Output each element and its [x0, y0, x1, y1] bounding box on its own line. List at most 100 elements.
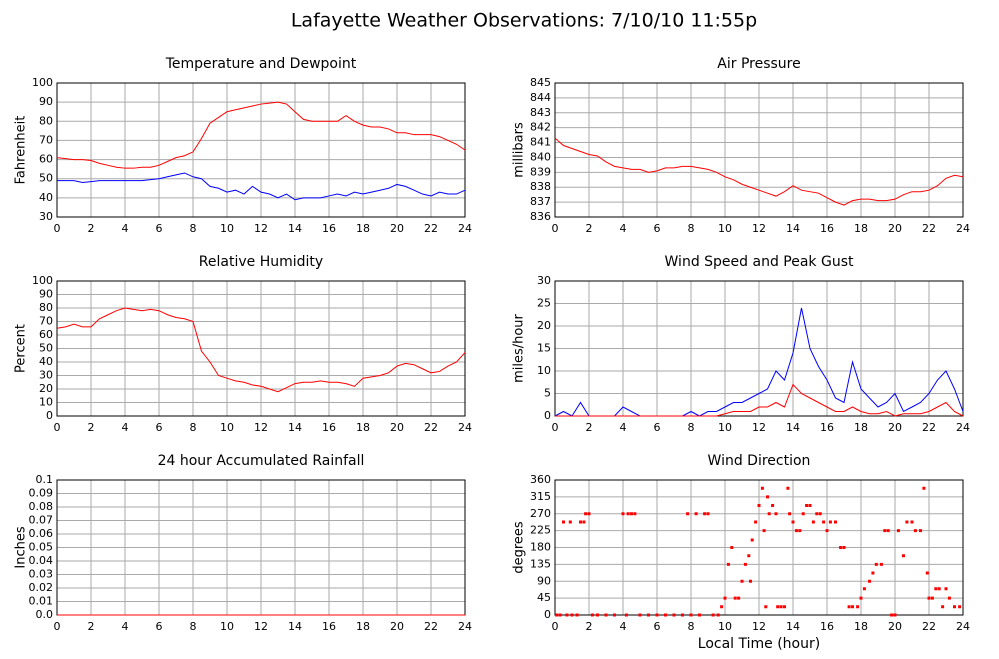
- data-point: [794, 529, 798, 533]
- x-tick-label: 6: [654, 620, 661, 633]
- y-tick-label: 135: [530, 557, 551, 570]
- x-tick-label: 20: [888, 222, 902, 235]
- data-point: [783, 605, 786, 609]
- data-point: [941, 605, 945, 609]
- x-tick-label: 2: [88, 222, 95, 235]
- x-tick-label: 6: [654, 222, 661, 235]
- x-tick-label: 24: [956, 421, 970, 434]
- data-line: [554, 137, 964, 206]
- y-tick-label: 360: [530, 473, 551, 486]
- y-tick-label: 70: [39, 133, 53, 146]
- data-point: [720, 605, 724, 609]
- data-point: [621, 512, 625, 516]
- data-point: [798, 529, 802, 533]
- x-tick-label: 16: [322, 421, 336, 434]
- x-tick-label: 12: [254, 421, 268, 434]
- y-tick-label: 270: [530, 507, 551, 520]
- data-point: [568, 520, 572, 524]
- y-tick-label: 25: [537, 297, 551, 310]
- x-tick-label: 22: [424, 222, 438, 235]
- data-point: [902, 554, 905, 558]
- data-point: [930, 596, 934, 600]
- x-tick-label: 6: [156, 222, 163, 235]
- y-tick-label: 840: [530, 150, 551, 163]
- x-tick-label: 10: [718, 222, 732, 235]
- x-tick-label: 14: [288, 421, 302, 434]
- y-tick-label: 20: [39, 382, 53, 395]
- data-point: [953, 605, 956, 609]
- x-tick-label: 0: [54, 421, 61, 434]
- data-point: [774, 512, 778, 516]
- y-tick-label: 0: [544, 608, 551, 621]
- panel-title: 24 hour Accumulated Rainfall: [158, 453, 365, 469]
- y-tick-label: 843: [530, 106, 551, 119]
- data-point: [750, 538, 754, 542]
- x-tick-label: 18: [356, 620, 370, 633]
- data-point: [575, 613, 579, 617]
- data-point: [919, 529, 922, 533]
- data-point: [562, 520, 565, 524]
- y-tick-label: 90: [39, 288, 53, 301]
- x-tick-label: 20: [390, 620, 404, 633]
- data-point: [681, 613, 684, 617]
- y-tick-label: 100: [32, 274, 53, 287]
- data-point: [754, 520, 758, 524]
- data-point: [630, 512, 633, 516]
- data-point: [842, 546, 846, 549]
- x-tick-label: 4: [620, 620, 627, 633]
- data-point: [579, 520, 582, 524]
- y-tick-label: 0.04: [29, 554, 54, 567]
- y-axis-label: miles/hour: [512, 313, 527, 382]
- data-point: [740, 579, 744, 583]
- panel-title: Wind Speed and Peak Gust: [665, 254, 854, 270]
- x-tick-label: 2: [88, 421, 95, 434]
- x-tick-label: 18: [854, 222, 868, 235]
- data-point: [587, 512, 591, 516]
- x-tick-label: 22: [424, 421, 438, 434]
- data-point: [934, 587, 938, 591]
- x-tick-label: 14: [786, 620, 800, 633]
- x-tick-label: 12: [752, 620, 766, 633]
- data-point: [771, 504, 775, 507]
- x-tick-label: 10: [718, 421, 732, 434]
- x-tick-label: 14: [786, 222, 800, 235]
- panel-title: Relative Humidity: [199, 254, 323, 270]
- y-tick-label: 90: [537, 574, 551, 587]
- data-point: [749, 579, 752, 583]
- data-point: [711, 613, 715, 617]
- x-axis-label: Local Time (hour): [698, 636, 820, 652]
- data-point: [767, 512, 771, 516]
- data-point: [764, 605, 768, 609]
- data-point: [958, 605, 962, 609]
- y-tick-label: 0: [544, 409, 551, 422]
- data-point: [868, 579, 871, 583]
- data-point: [818, 512, 822, 516]
- x-tick-label: 12: [254, 222, 268, 235]
- plot-frame: [56, 280, 466, 417]
- plot-frame: [554, 479, 964, 616]
- data-point: [828, 520, 832, 524]
- x-tick-label: 0: [552, 222, 559, 235]
- y-tick-label: 80: [39, 114, 53, 127]
- panel-title: Temperature and Dewpoint: [165, 56, 357, 72]
- y-tick-label: 837: [530, 195, 551, 208]
- y-tick-label: 0.01: [29, 595, 54, 608]
- x-tick-label: 18: [356, 421, 370, 434]
- x-tick-label: 18: [854, 620, 868, 633]
- x-tick-label: 16: [322, 620, 336, 633]
- y-tick-label: 180: [530, 541, 551, 554]
- data-point: [689, 613, 693, 617]
- plot-frame: [554, 82, 964, 218]
- data-point: [633, 512, 637, 516]
- y-tick-label: 30: [39, 210, 53, 223]
- y-tick-label: 40: [39, 355, 53, 368]
- data-point: [805, 504, 809, 507]
- y-tick-label: 841: [530, 136, 551, 149]
- x-tick-label: 6: [654, 421, 661, 434]
- y-tick-label: 5: [544, 387, 551, 400]
- y-axis-label: Inches: [14, 526, 29, 568]
- y-tick-label: 45: [537, 591, 551, 604]
- x-tick-label: 22: [424, 620, 438, 633]
- x-tick-label: 0: [552, 421, 559, 434]
- data-line: [554, 307, 964, 417]
